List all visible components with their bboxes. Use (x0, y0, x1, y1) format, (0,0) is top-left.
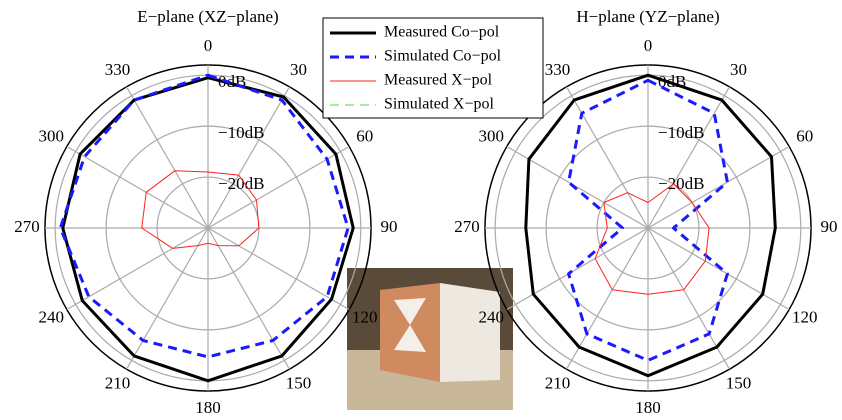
legend-label: Simulated Co−pol (384, 48, 502, 65)
spoke (647, 86, 731, 229)
theta-tick-label: 210 (105, 374, 131, 393)
spoke (66, 145, 209, 229)
theta-tick-label: 300 (478, 126, 504, 145)
spoke (207, 227, 291, 370)
r-tick-label: −10dB (218, 123, 264, 142)
theta-tick-label: 300 (38, 126, 64, 145)
theta-tick-label: 0 (644, 36, 653, 55)
series-line (594, 183, 710, 295)
theta-tick-label: 240 (478, 307, 504, 326)
theta-tick-label: 180 (635, 398, 661, 417)
theta-tick-label: 90 (381, 217, 398, 236)
chart-title: E−plane (XZ−plane) (137, 7, 278, 26)
photo (347, 268, 513, 410)
theta-tick-label: 0 (204, 36, 213, 55)
theta-tick-label: 210 (545, 374, 571, 393)
chart-title: H−plane (YZ−plane) (576, 7, 719, 26)
series-line (58, 73, 350, 359)
spoke (207, 86, 291, 229)
theta-tick-label: 150 (286, 374, 312, 393)
r-tick-label: −10dB (658, 123, 704, 142)
theta-tick-label: 30 (730, 60, 747, 79)
series-line (61, 76, 355, 383)
legend-label: Simulated X−pol (384, 96, 494, 113)
spoke (565, 86, 649, 229)
theta-tick-label: 30 (290, 60, 307, 79)
theta-tick-label: 120 (352, 307, 378, 326)
theta-tick-label: 120 (792, 307, 818, 326)
theta-tick-label: 90 (821, 217, 838, 236)
legend-label: Measured X−pol (384, 72, 493, 89)
theta-tick-label: 330 (545, 60, 571, 79)
grid-ring (596, 176, 700, 280)
series-line (524, 73, 777, 378)
grid-ring (105, 125, 311, 331)
legend-label: Measured Co−pol (384, 24, 500, 41)
spoke (506, 227, 649, 311)
spoke (565, 227, 649, 370)
theta-tick-label: 270 (454, 217, 480, 236)
spoke (647, 227, 731, 370)
grid-ring (545, 125, 751, 331)
theta-tick-label: 180 (195, 398, 221, 417)
spoke (66, 227, 209, 311)
spoke (125, 227, 209, 370)
spoke (506, 145, 649, 229)
spoke (647, 227, 790, 311)
theta-tick-label: 60 (356, 126, 373, 145)
r-tick-label: −20dB (658, 174, 704, 193)
spoke (125, 86, 209, 229)
spoke (647, 145, 790, 229)
series-line (141, 170, 260, 249)
spoke (207, 227, 350, 311)
legend-box (322, 17, 544, 119)
theta-tick-label: 240 (38, 307, 64, 326)
theta-tick-label: 150 (726, 374, 752, 393)
theta-tick-label: 60 (796, 126, 813, 145)
theta-tick-label: 330 (105, 60, 131, 79)
r-tick-label: −20dB (218, 174, 264, 193)
theta-tick-label: 270 (14, 217, 40, 236)
spoke (207, 145, 350, 229)
